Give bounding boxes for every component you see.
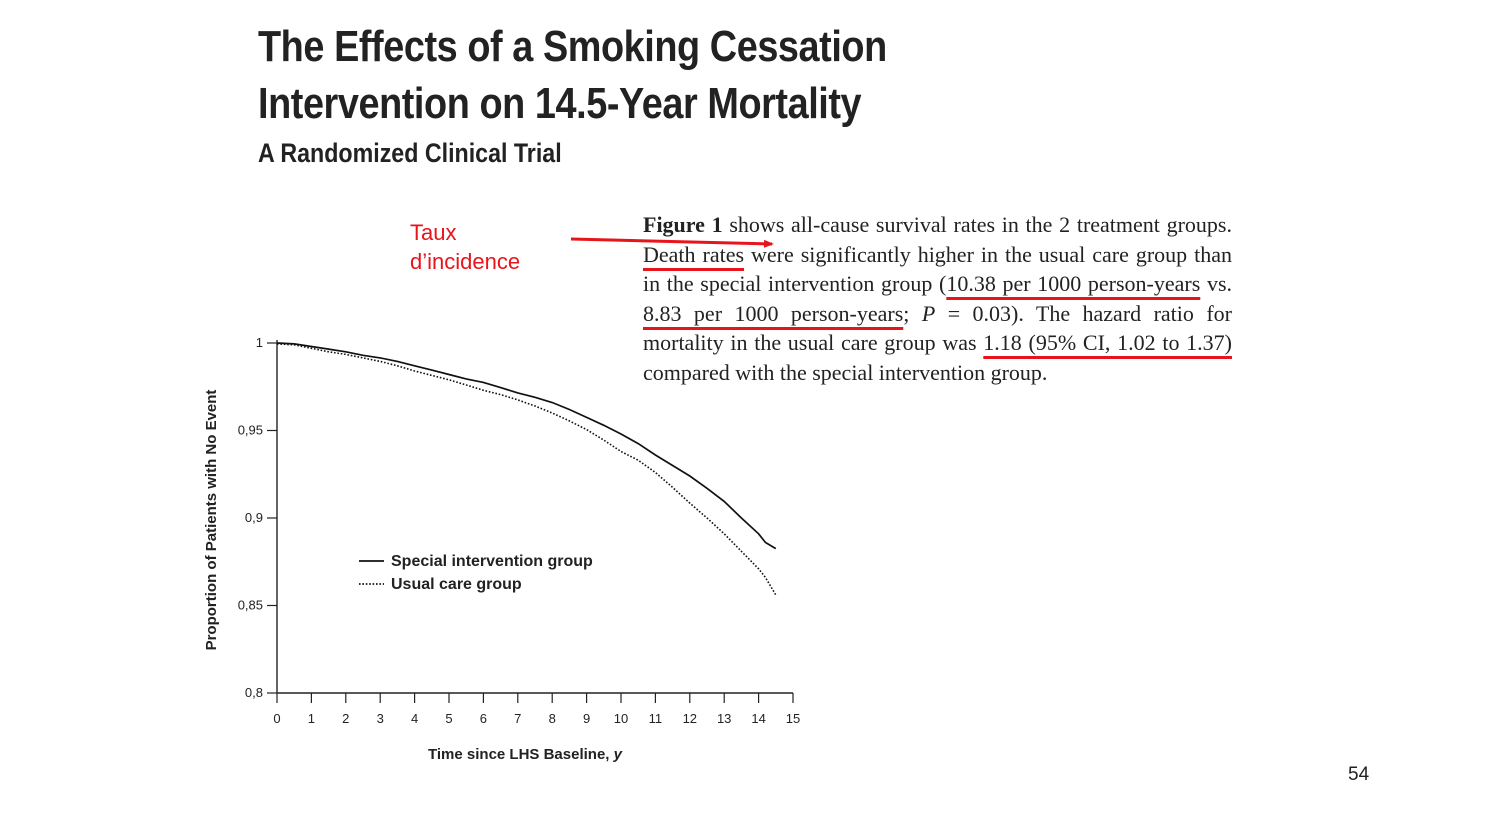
x-tick-label: 10: [614, 711, 628, 726]
excerpt-text-6: compared with the special intervention g…: [643, 359, 1048, 385]
excerpt-text-1: shows all-cause survival rates in the 2 …: [722, 212, 1232, 237]
figure-reference: Figure 1: [643, 212, 723, 237]
legend-label-special-intervention: Special intervention group: [391, 553, 593, 570]
x-tick-label: 15: [786, 711, 800, 726]
chart-axes: 10,950,90,850,80 1 2 3 4 5 6 7 8 9 10 11 12 13 14 15Tim…: [203, 335, 800, 763]
highlight-death-rates: Death rates: [643, 241, 745, 267]
y-tick-label: 1: [256, 335, 263, 350]
legend-label-usual-care: Usual care group: [391, 576, 522, 593]
excerpt-text-5: = 0.03). The hazard ratio for mortality …: [643, 300, 1232, 356]
series-usual-care-line: [276, 343, 777, 596]
highlight-hazard-ratio: 1.18 (95% CI, 1.02 to 1.37): [983, 330, 1232, 356]
series-special-intervention-line: [276, 342, 777, 550]
incidence-annotation: Taux d’incidence: [410, 218, 520, 276]
highlight-rate-usual-care: 10.38 per 1000 person-years: [946, 271, 1201, 297]
x-tick-label: 11: [649, 711, 663, 726]
y-tick-label: 0,85: [238, 598, 263, 613]
x-tick-label: 7: [514, 711, 521, 726]
x-tick-label: 4: [411, 711, 418, 726]
slide-subtitle: A Randomized Clinical Trial: [258, 138, 562, 168]
excerpt-text-4: ;: [903, 300, 922, 326]
x-tick-label: 9: [583, 711, 590, 726]
annotation-line-2: d’incidence: [410, 249, 521, 274]
x-tick-label: 0: [273, 711, 280, 726]
p-value-label: P: [921, 300, 936, 326]
y-axis-title: Proportion of Patients with No Event: [203, 390, 220, 651]
page-number: 54: [1348, 764, 1370, 785]
chart-legend: Special intervention group Usual care gro…: [359, 553, 593, 593]
results-excerpt: Figure 1 shows all-cause survival rates …: [643, 210, 1232, 388]
x-tick-label: 12: [683, 711, 697, 726]
x-tick-label: 8: [549, 711, 556, 726]
highlight-rate-special-intervention: 8.83 per 1000 person-years: [643, 300, 904, 326]
annotation-line-1: Taux: [410, 220, 457, 245]
x-tick-label: 3: [377, 711, 384, 726]
x-tick-label: 14: [751, 711, 765, 726]
annotation-arrow: [570, 237, 774, 248]
y-tick-label: 0,8: [245, 685, 263, 700]
excerpt-text-2: were significantly higher in the usual c…: [643, 241, 1232, 297]
y-tick-label: 0,95: [238, 423, 263, 438]
x-tick-label: 5: [445, 711, 452, 726]
y-tick-label: 0,9: [245, 510, 263, 525]
chart-series: [276, 342, 777, 596]
x-tick-label: 6: [480, 711, 487, 726]
slide-title: The Effects of a Smoking Cessation Inter…: [258, 22, 887, 128]
x-tick-label: 2: [342, 711, 349, 726]
excerpt-text-3: vs.: [1200, 271, 1232, 297]
x-tick-label: 1: [308, 711, 315, 726]
x-tick-label: 13: [717, 711, 731, 726]
x-axis-title: Time since LHS Baseline, y: [428, 746, 623, 763]
